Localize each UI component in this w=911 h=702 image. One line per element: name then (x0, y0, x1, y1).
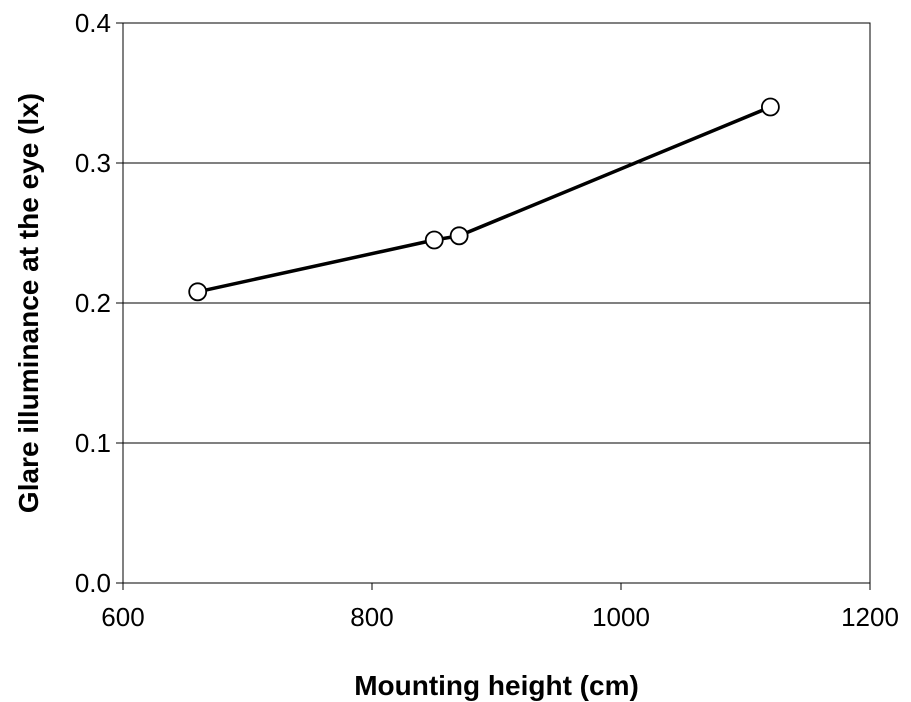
data-point (188, 282, 208, 302)
x-axis-title: Mounting height (cm) (354, 670, 639, 701)
y-tick-label: 0.1 (75, 428, 111, 458)
y-tick-label: 0.4 (75, 8, 111, 38)
data-point (761, 97, 780, 117)
gridlines (123, 162, 870, 444)
series (188, 97, 780, 302)
y-tick-label: 0.3 (75, 148, 111, 178)
x-tick-label: 1000 (592, 602, 650, 632)
data-point (449, 226, 469, 246)
axis-ticks: 0.0 0.1 0.2 0.3 0.4 600 800 1000 1200 (75, 8, 899, 632)
data-point (424, 230, 444, 250)
series-line (197, 105, 772, 294)
x-tick-label: 800 (350, 602, 393, 632)
y-tick-label: 0.0 (75, 568, 111, 598)
y-tick-label: 0.2 (75, 288, 111, 318)
x-tick-label: 600 (101, 602, 144, 632)
x-tick-label: 1200 (841, 602, 899, 632)
y-axis-title: Glare illuminance at the eye (lx) (13, 93, 44, 513)
